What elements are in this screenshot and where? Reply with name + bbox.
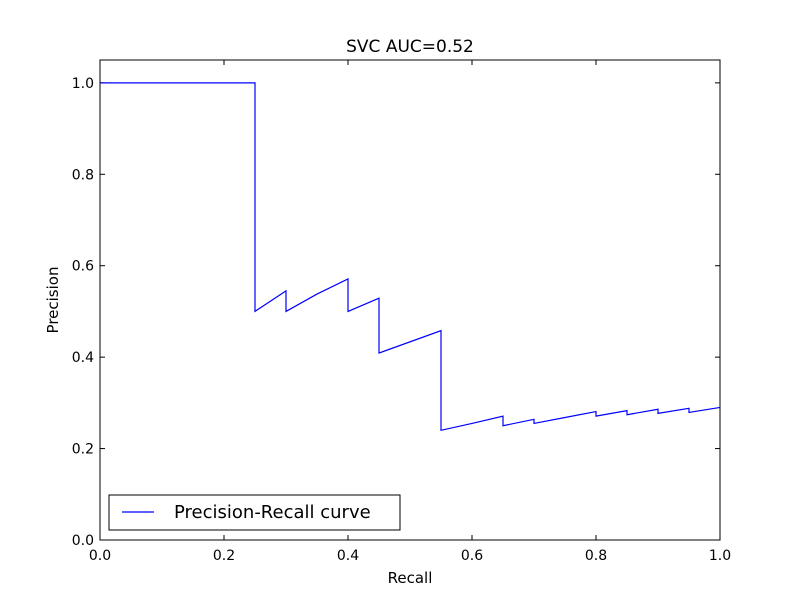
x-tick-label: 0.6 [461,548,483,564]
x-axis-label: Recall [388,569,433,587]
plot-area [100,60,720,540]
x-tick-label: 0.0 [89,548,111,564]
y-tick-label: 1.0 [72,76,94,92]
legend: Precision-Recall curve [108,494,401,531]
y-tick-label: 0.4 [72,350,94,366]
legend-box [108,494,401,531]
x-tick-label: 0.8 [585,548,607,564]
legend-label: Precision-Recall curve [174,502,371,523]
axis-ticks: 0.0 0.2 0.4 0.6 0.8 1.0 0.0 0.2 0.4 0.6 0.8 1.0 [72,60,731,564]
y-tick-label: 0.2 [72,442,94,458]
x-tick-label: 1.0 [709,548,731,564]
y-tick-label: 0.0 [72,533,94,549]
x-tick-label: 0.4 [337,548,359,564]
chart-title: SVC AUC=0.52 [346,37,474,57]
y-axis-label: Precision [44,267,62,334]
y-tick-label: 0.8 [72,167,94,183]
series-line-0 [100,82,721,432]
plot-frame [99,59,721,541]
x-tick-label: 0.2 [213,548,235,564]
series-layer [100,82,721,432]
y-tick-label: 0.6 [72,259,94,275]
